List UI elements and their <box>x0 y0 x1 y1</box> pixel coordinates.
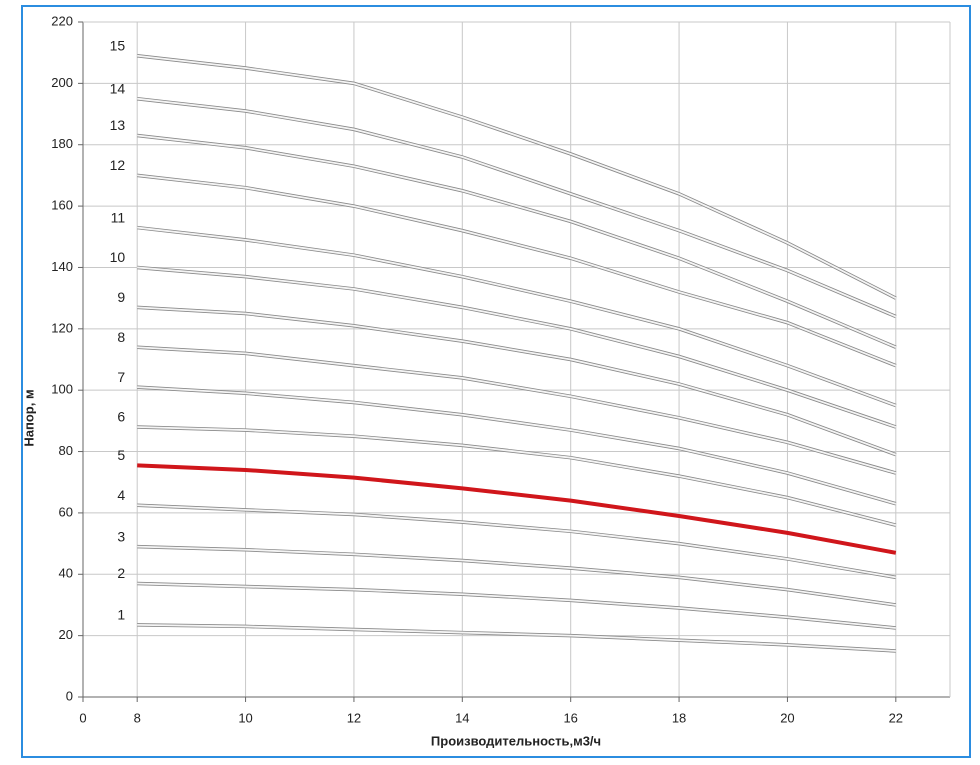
x-axis-title: Производительность,м3/ч <box>431 733 601 748</box>
y-tick-label: 20 <box>59 627 73 642</box>
series-label: 13 <box>110 117 126 133</box>
series-label: 5 <box>117 447 125 463</box>
y-tick-label: 120 <box>51 320 73 335</box>
x-tick-label: 20 <box>780 710 794 725</box>
y-tick-label: 220 <box>51 13 73 28</box>
series-label: 6 <box>117 409 125 425</box>
series-label: 15 <box>110 37 126 53</box>
line <box>137 266 897 428</box>
series-label: 2 <box>117 565 125 581</box>
y-tick-label: 60 <box>59 504 73 519</box>
y-tick-label: 180 <box>51 136 73 151</box>
line <box>137 504 896 579</box>
line <box>137 226 897 407</box>
series-label: 14 <box>110 80 126 96</box>
line <box>137 623 896 652</box>
line <box>137 463 897 555</box>
y-tick-label: 140 <box>51 259 73 274</box>
line <box>137 346 897 474</box>
line <box>137 97 897 318</box>
series-label: 1 <box>117 607 125 623</box>
series-label: 4 <box>117 487 125 503</box>
x-tick-label: 18 <box>672 710 686 725</box>
line <box>137 306 897 456</box>
line <box>137 386 897 505</box>
series-label: 9 <box>117 289 125 305</box>
line <box>137 54 897 299</box>
line <box>137 134 897 349</box>
series-label: 10 <box>110 249 126 265</box>
y-tick-label: 160 <box>51 198 73 213</box>
line <box>137 545 896 606</box>
x-tick-label: 8 <box>134 710 141 725</box>
series-label: 8 <box>117 329 125 345</box>
y-axis-title: Напор, м <box>21 389 36 446</box>
series-label: 11 <box>111 209 126 225</box>
line <box>137 174 897 367</box>
y-tick-label: 80 <box>59 443 73 458</box>
x-tick-label: 22 <box>889 710 903 725</box>
x-tick-label: 0 <box>79 710 86 725</box>
x-tick-label: 10 <box>238 710 252 725</box>
series-label: 7 <box>117 369 125 385</box>
line <box>137 426 897 527</box>
x-tick-label: 16 <box>563 710 577 725</box>
y-tick-label: 0 <box>66 688 73 703</box>
line <box>137 582 896 629</box>
series-label: 3 <box>117 528 125 544</box>
y-tick-label: 200 <box>51 75 73 90</box>
x-tick-label: 14 <box>455 710 469 725</box>
x-tick-label: 12 <box>347 710 361 725</box>
y-tick-label: 100 <box>51 382 73 397</box>
y-tick-label: 40 <box>59 566 73 581</box>
series-label: 12 <box>110 157 126 173</box>
